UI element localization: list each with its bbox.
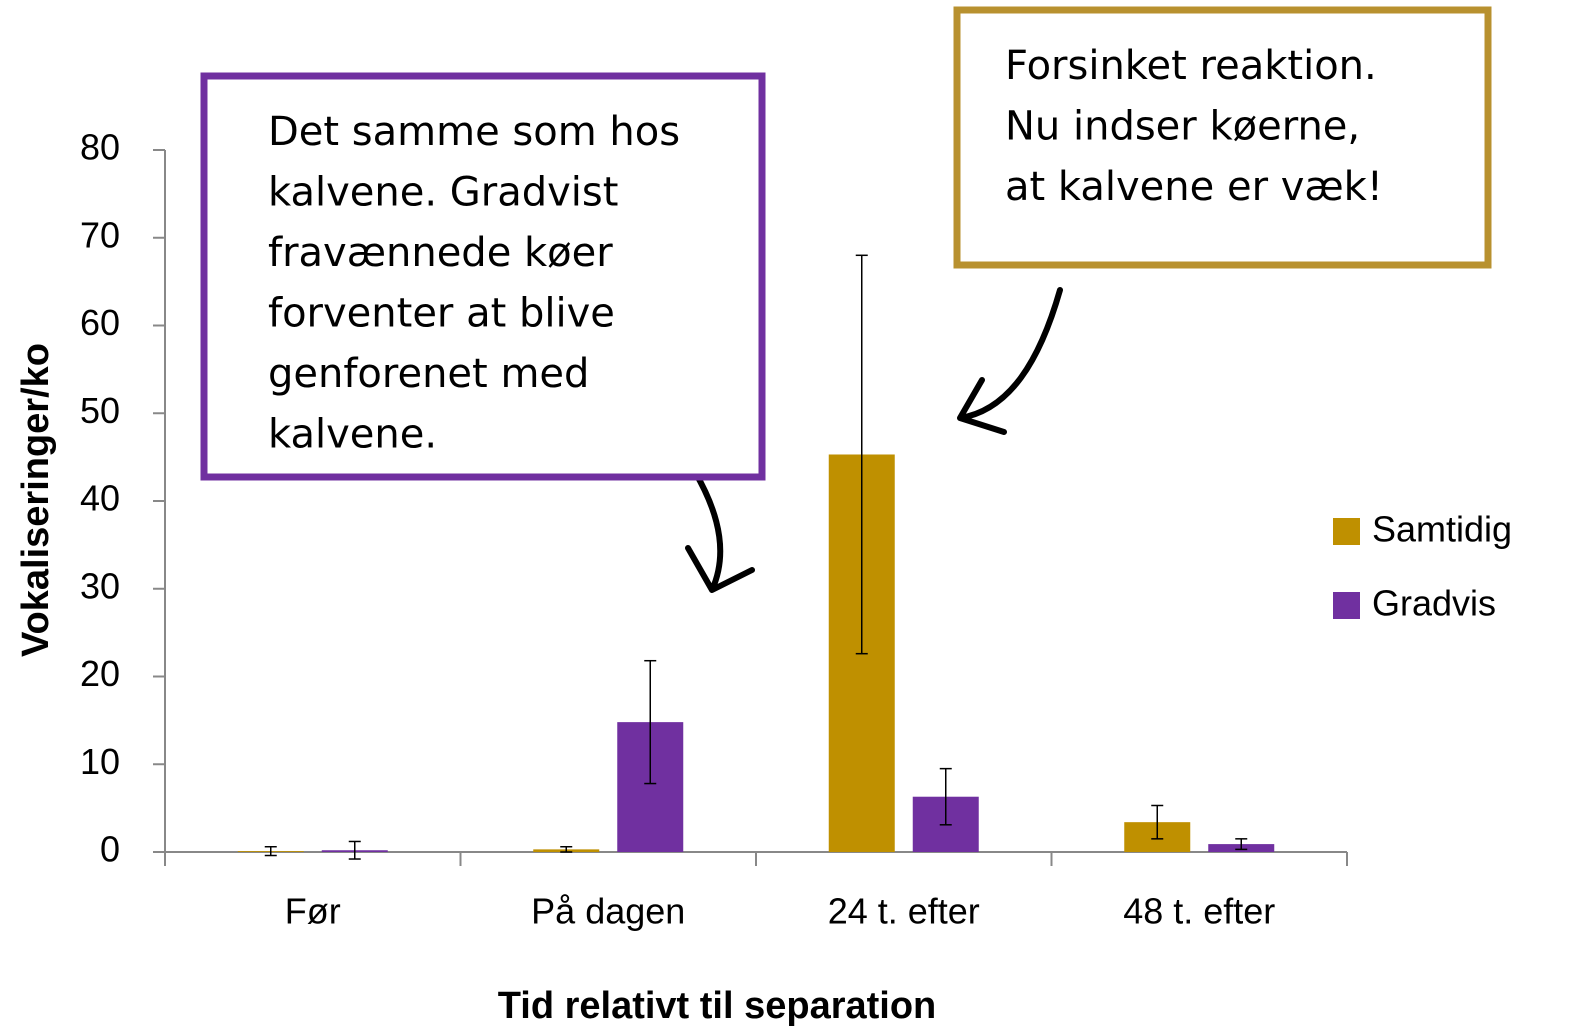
x-tick-label: 48 t. efter — [1123, 891, 1275, 932]
annotation-text: at kalvene er væk! — [1005, 164, 1383, 210]
annotation-text: forventer at blive — [268, 291, 615, 337]
legend-label: Gradvis — [1372, 583, 1496, 624]
annotation-text: fravænnede køer — [268, 230, 613, 276]
y-tick-label: 60 — [80, 302, 120, 343]
y-tick-label: 30 — [80, 565, 120, 606]
legend-label: Samtidig — [1372, 509, 1512, 550]
x-tick-label: På dagen — [531, 891, 685, 932]
annotation-text: Nu indser køerne, — [1005, 104, 1360, 150]
annotation-text: Det samme som hos — [268, 109, 680, 155]
y-tick-label: 40 — [80, 478, 120, 519]
y-tick-label: 70 — [80, 214, 120, 255]
x-tick-label: Før — [285, 891, 341, 932]
y-tick-label: 50 — [80, 390, 120, 431]
annotation-text: kalvene. Gradvist — [268, 170, 618, 216]
legend-swatch — [1333, 518, 1360, 545]
annotation-text: genforenet med — [268, 351, 589, 397]
x-tick-label: 24 t. efter — [828, 891, 980, 932]
y-tick-label: 80 — [80, 127, 120, 168]
legend-swatch — [1333, 592, 1360, 619]
annotation-text: kalvene. — [268, 412, 437, 458]
annotation-box — [200, 72, 766, 481]
y-tick-label: 0 — [100, 829, 120, 870]
arrow — [957, 287, 1063, 435]
y-axis-title: Vokaliseringer/ko — [15, 343, 57, 657]
annotation-box — [953, 6, 1492, 269]
y-tick-label: 20 — [80, 653, 120, 694]
y-tick-label: 10 — [80, 741, 120, 782]
x-axis-title: Tid relativt til separation — [498, 985, 937, 1027]
annotation-text: Forsinket reaktion. — [1005, 43, 1377, 89]
